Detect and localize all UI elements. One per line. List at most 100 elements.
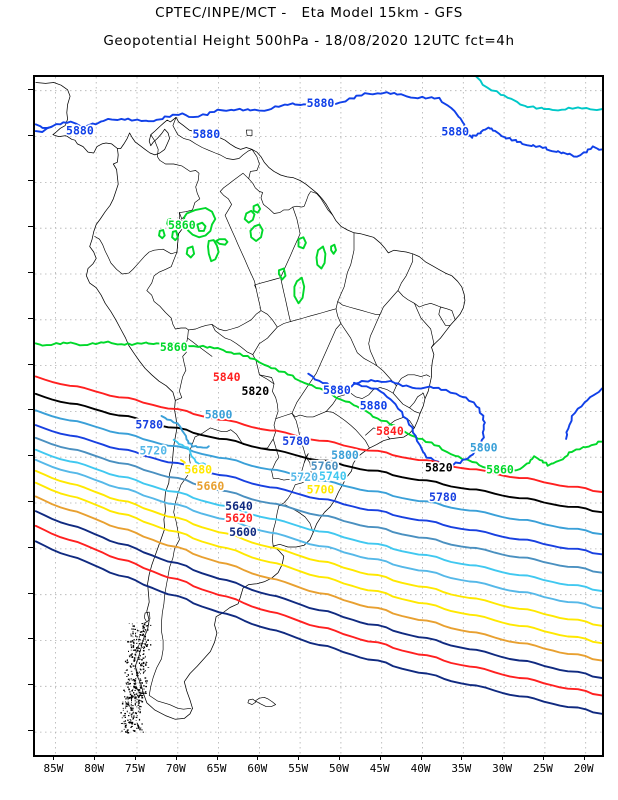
fjord-dot: [132, 630, 134, 633]
fjord-dot: [129, 656, 131, 658]
fjord-dot: [130, 714, 133, 716]
fjord-dot: [144, 629, 146, 630]
fjord-dot: [138, 671, 140, 673]
fjord-dot: [138, 650, 141, 653]
fjord-dot: [139, 729, 141, 731]
fjord-dot: [132, 709, 134, 711]
fjord-dot: [134, 696, 136, 699]
fjord-dot: [138, 640, 140, 642]
fjord-dot: [139, 684, 141, 686]
fjord-dot: [130, 697, 133, 700]
fjord-dot: [124, 714, 126, 716]
country-border: [414, 302, 435, 348]
fjord-dot: [134, 626, 135, 628]
fjord-dot: [144, 691, 147, 693]
fjord-dot: [126, 702, 127, 704]
fjord-dot: [132, 707, 134, 710]
fjord-dot: [143, 685, 145, 687]
country-border: [438, 306, 451, 326]
fjord-dot: [138, 643, 140, 645]
contour-label-halo: 5880: [323, 383, 351, 397]
fjord-dot: [142, 629, 144, 632]
x-axis-tick: [257, 755, 259, 760]
fjord-dot: [140, 679, 142, 681]
fjord-dot: [135, 687, 138, 689]
fjord-dot: [130, 703, 132, 706]
contour-label-halo: 5880: [192, 127, 220, 141]
y-axis-tick: [28, 134, 33, 136]
fjord-dot: [135, 633, 136, 635]
contour-5860-cell: [330, 243, 337, 255]
fjord-dot: [132, 641, 135, 643]
fjord-dot: [124, 660, 126, 663]
x-axis-tick-label: 65W: [206, 762, 227, 775]
x-axis-tick-label: 85W: [43, 762, 64, 775]
fjord-dot: [137, 694, 139, 697]
fjord-dot: [124, 726, 126, 728]
fjord-dot: [138, 662, 140, 664]
fjord-dot: [132, 678, 134, 681]
fjord-dot: [133, 660, 135, 662]
fjord-dot: [130, 646, 132, 648]
fjord-dot: [125, 701, 126, 703]
fjord-dot: [124, 716, 126, 718]
fjord-dot: [123, 720, 125, 722]
fjord-dot: [142, 657, 145, 659]
fjord-dot: [126, 661, 128, 664]
contour-label: 5720: [139, 443, 167, 457]
contour-label: 5660: [197, 479, 225, 493]
contour-5880-east: [565, 387, 602, 440]
fjord-dot: [136, 668, 137, 670]
fjord-dot: [130, 644, 132, 646]
fjord-dot: [122, 715, 124, 717]
fjord-dot: [129, 719, 132, 720]
contour-label: 5720: [290, 470, 318, 484]
fjord-dot: [139, 712, 141, 714]
contour-label: 5760: [311, 459, 339, 473]
fjord-dot: [139, 694, 141, 697]
fjord-dot: [128, 688, 130, 691]
coastline-pacific: [35, 82, 193, 720]
x-axis-tick-label: 25W: [532, 762, 553, 775]
fjord-dot: [137, 672, 139, 674]
fjord-dot: [128, 705, 130, 707]
fjord-dot: [132, 718, 134, 720]
fjord-dot: [146, 645, 148, 647]
country-border: [211, 310, 278, 332]
fjord-dot: [130, 654, 132, 656]
contour-5880-branch: [307, 372, 355, 392]
fjord-dot: [132, 711, 134, 714]
contour-label-halo: 5680: [184, 463, 212, 477]
contour-label: 5780: [282, 434, 310, 448]
fjord-dot: [125, 682, 127, 684]
fjord-dot: [135, 682, 136, 684]
contour-lines: [35, 77, 602, 715]
fjord-dot: [131, 699, 132, 702]
fjord-dot: [127, 697, 129, 699]
y-axis-tick: [28, 317, 33, 319]
fjord-dot: [129, 641, 132, 643]
x-axis-tick: [175, 755, 177, 760]
fjord-dot: [140, 642, 142, 644]
fjord-dot: [141, 682, 143, 684]
contour-label: 5740: [319, 469, 347, 483]
fjord-dot: [139, 694, 142, 696]
country-border: [337, 301, 381, 315]
fjord-dot: [131, 655, 133, 658]
fjord-dot: [131, 716, 132, 718]
fjord-dot: [144, 643, 145, 645]
fjord-dot: [136, 629, 138, 632]
fjord-dot: [129, 707, 132, 709]
fjord-dot: [139, 691, 141, 694]
fjord-dot: [133, 659, 136, 661]
fjord-dot: [132, 649, 135, 651]
fjord-dot: [140, 631, 143, 633]
contour-5860-cell: [252, 203, 262, 214]
contour-label: 5880: [360, 398, 388, 412]
fjord-dot: [138, 689, 140, 691]
fjord-dot: [144, 622, 147, 624]
fjord-dot: [131, 640, 133, 643]
contour-label-halo: 5840: [213, 370, 241, 384]
fjord-dot: [134, 628, 136, 630]
